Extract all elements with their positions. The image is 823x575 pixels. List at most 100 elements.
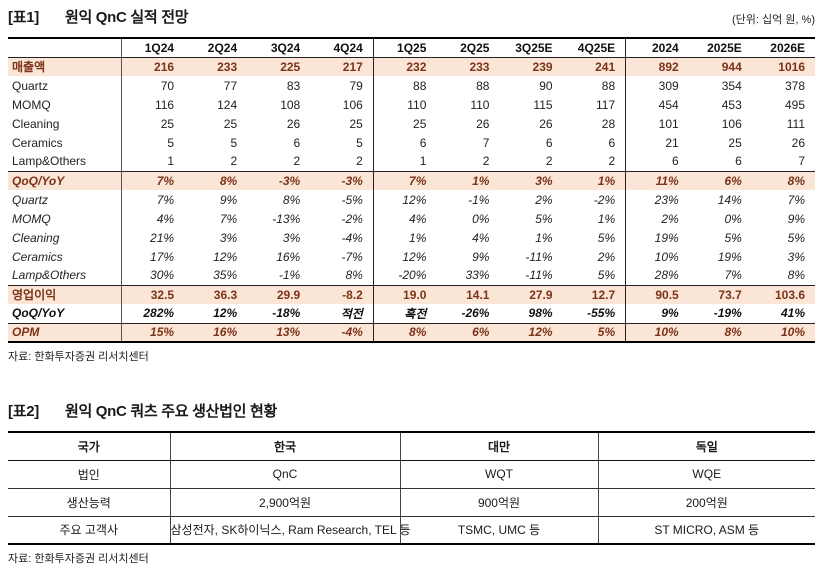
table1-value-cell: 110 — [470, 97, 490, 112]
table1-value-cell: -26% — [461, 306, 490, 321]
table1-value-cell: 9% — [661, 306, 679, 321]
table1-value-cell: 9% — [219, 192, 238, 207]
table1-value-cell: 26 — [539, 116, 553, 131]
table1-value-cell: 9% — [787, 211, 805, 226]
table1-value-cell: 21 — [665, 135, 679, 150]
table1-row: Lamp&Others 1 2 2 2 1 2 2 2 6 6 7 — [8, 152, 815, 171]
table1-value-cell: 16% — [276, 249, 301, 264]
table1-value-cell: 116 — [154, 97, 175, 112]
table2-source: 자료: 한화투자증권 리서치센터 — [8, 553, 149, 565]
table1-value-cell: -3% — [247, 170, 311, 190]
table1-value-cell: 10% — [654, 249, 679, 264]
table1-value-cell: 2 — [293, 154, 301, 169]
table1-value-cell: 29.9 — [247, 284, 311, 304]
table2-column-header: 한국 — [170, 432, 401, 461]
table1-value-cell: 28% — [654, 268, 679, 283]
table1-value-cell: 8% — [282, 192, 301, 207]
table1-value-cell: 14% — [717, 192, 742, 207]
table1-value-cell: 216 — [121, 57, 185, 76]
table2-value-cell: 삼성전자, SK하이닉스, Ram Research, TEL 등 — [170, 516, 411, 544]
table1-value-cell: 1% — [436, 170, 500, 190]
table1-row-label: QoQ/YoY — [8, 304, 122, 323]
table1-value-cell: 79 — [310, 76, 374, 95]
table1-value-cell: 12% — [402, 192, 427, 207]
table1-value-cell: 12% — [213, 249, 238, 264]
table1-value-cell: 88 — [562, 76, 627, 95]
table1-row-label: QoQ/YoY — [8, 170, 122, 190]
table1-value-cell: 23% — [654, 192, 679, 207]
table1-value-cell: 12.7 — [562, 284, 627, 304]
table1-value-cell: 19% — [654, 230, 679, 245]
table1-row-label: Cleaning — [8, 114, 122, 133]
table1-value-cell: 233 — [436, 57, 500, 76]
table1-value-cell: 16% — [184, 322, 248, 342]
table1-value-cell: 21% — [150, 230, 175, 245]
table2-row: 법인 QnC WQT WQE — [8, 460, 815, 489]
table1-source: 자료: 한화투자증권 리서치센터 — [8, 351, 149, 363]
table1-value-cell: 2 — [310, 152, 374, 171]
table1-value-cell: 33% — [465, 268, 490, 283]
table1-value-cell: 5% — [535, 211, 553, 226]
table1-value-cell: 1 — [419, 154, 427, 169]
table2-value-cell: 200억원 — [598, 488, 815, 517]
table1-value-cell: 1% — [409, 230, 427, 245]
table1-value-cell: 233 — [184, 57, 248, 76]
table1-value-cell: 70 — [160, 78, 175, 93]
earnings-forecast-table: 1Q24 2Q24 3Q24 4Q24 1Q25 2Q25 3Q25E 4Q25E 2024 20… — [8, 37, 815, 343]
table1-value-cell: 106 — [721, 116, 742, 131]
table1-value-cell: 2 — [230, 154, 238, 169]
table1-column-header: 3Q24 — [247, 38, 311, 58]
table2-value-cell: QnC — [170, 460, 401, 489]
table1-value-cell: 8% — [688, 322, 752, 342]
table1-value-cell: 7% — [373, 170, 437, 190]
table1-value-cell: 8% — [310, 266, 374, 285]
table1-row: Quartz 7% 9% 8% -5% 12% -1% 2% -2% 23% 14% 7% — [8, 190, 815, 209]
table1-row: Cleaning 21% 3% 3% -4% 1% 4% 1% 5% 19% 5% 5% — [8, 228, 815, 247]
table1-row-label: MOMQ — [8, 95, 122, 114]
table1-value-cell: 6 — [735, 154, 742, 169]
table1-value-cell: 10% — [625, 322, 689, 342]
table1-column-header: 3Q25E — [499, 38, 563, 58]
table1-value-cell: 90 — [539, 78, 553, 93]
table1-row-label: Quartz — [8, 76, 122, 95]
table1-value-cell: 5 — [310, 133, 374, 152]
table1-value-cell: 5% — [562, 322, 627, 342]
table1-value-cell: 10% — [751, 322, 815, 342]
table1-value-cell: 90.5 — [625, 284, 689, 304]
table1-value-cell: 1% — [562, 209, 627, 228]
table1-value-cell: 12% — [402, 249, 427, 264]
table1-row: 매출액 216 233 225 217 232 233 239 241 892 944 1016 — [8, 57, 815, 76]
table1-value-cell: 7% — [121, 170, 185, 190]
table1-value-cell: 5% — [562, 228, 627, 247]
table1-value-cell: 5% — [724, 230, 742, 245]
table1-value-cell: 108 — [280, 97, 301, 112]
table1-value-cell: 454 — [658, 97, 679, 112]
table1-value-cell: 3% — [787, 249, 805, 264]
table2-column-header: 대만 — [400, 432, 599, 461]
table1-row-label: Cleaning — [8, 228, 122, 247]
table1-value-cell: -7% — [310, 247, 374, 266]
table1-column-header: 4Q24 — [310, 38, 374, 58]
table2-column-header: 독일 — [598, 432, 815, 461]
table1-row-label: MOMQ — [8, 209, 122, 228]
table1-value-cell: 25 — [413, 116, 427, 131]
table1-value-cell: 13% — [247, 322, 311, 342]
table2-header-row: 국가 한국 대만 독일 — [8, 432, 815, 461]
table1-value-cell: 892 — [625, 57, 689, 76]
table1-value-cell: 9% — [472, 249, 490, 264]
table1-value-cell: -11% — [525, 268, 553, 283]
table2-row-label: 주요 고객사 — [8, 516, 171, 544]
table1-row: Cleaning 25 25 26 25 25 26 26 28 101 106 111 — [8, 114, 815, 133]
table1-value-cell: -19% — [713, 306, 742, 321]
table1-value-cell: 239 — [499, 57, 563, 76]
table1-value-cell: 5 — [167, 135, 175, 150]
table1-value-cell: -8.2 — [310, 284, 374, 304]
table1-column-header: 2024 — [625, 38, 689, 58]
table1-value-cell: 354 — [721, 78, 742, 93]
table1-value-cell: 3% — [282, 230, 301, 245]
table1-value-cell: 5% — [787, 230, 805, 245]
table2-row-label: 법인 — [8, 460, 171, 489]
table1-row: QoQ/YoY 7% 8% -3% -3% 7% 1% 3% 1% 11% 6% 8% — [8, 170, 815, 190]
table1-value-cell: 25 — [728, 135, 742, 150]
table1-row: QoQ/YoY 282% 12% -18% 적전 흑전 -26% 98% -55% 9% -19% 4… — [8, 304, 815, 323]
